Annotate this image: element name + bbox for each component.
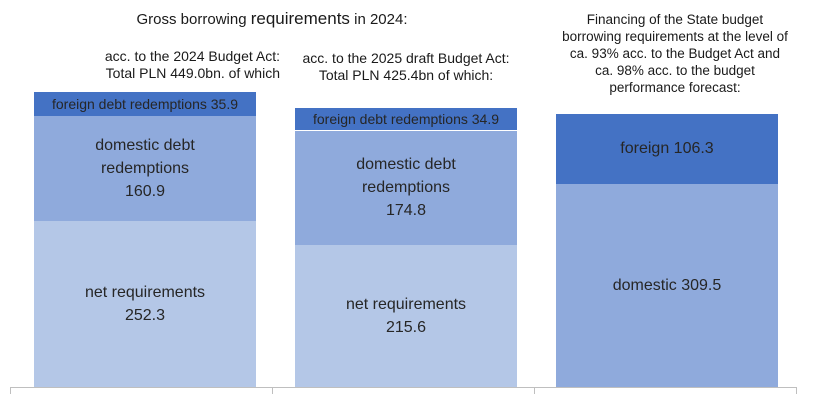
bar-3-segment-domestic: domestic 309.5 [556, 183, 778, 387]
x-axis-tick [10, 387, 11, 394]
bar-2-segment-domestic-debt-redemptions: domestic debt redemptions 174.8 [295, 130, 517, 246]
bar-2-caption-line-2: Total PLN 425.4bn of which: [318, 67, 494, 83]
bar-1-caption: acc. to the 2024 Budget Act: Total PLN 4… [10, 48, 280, 82]
x-axis-tick [796, 387, 797, 394]
bar-2-caption: acc. to the 2025 draft Budget Act: Total… [278, 50, 534, 84]
bar-3-caption-line-2: borrowing requirements at the level of [562, 29, 788, 44]
bar-1-caption-line-1: acc. to the 2024 Budget Act: [104, 48, 280, 64]
x-axis-tick [534, 387, 535, 394]
bar-3-caption-line-5: performance forecast: [609, 80, 741, 95]
title-part-2: requirements [250, 9, 350, 28]
title-part-3: in 2024: [349, 11, 408, 28]
bar-3-caption: Financing of the State budget borrowing … [530, 11, 816, 96]
bar-1-caption-line-2: Total PLN 449.0bn. of which [105, 65, 280, 81]
bar-3-caption-line-3: ca. 93% acc. to the Budget Act and [569, 46, 781, 61]
bar-2-segment-foreign-debt-redemptions: foreign debt redemptions 34.9 [295, 107, 517, 131]
bar-2-segment-net-requirements: net requirements 215.6 [295, 245, 517, 387]
bar-3-segment-foreign: foreign 106.3 [556, 113, 778, 184]
bar-3-caption-line-4: ca. 98% acc. to the budget [595, 63, 755, 78]
bar-1-segment-foreign-debt-redemptions: foreign debt redemptions 35.9 [34, 91, 256, 116]
bar-2-caption-line-1: acc. to the 2025 draft Budget Act: [302, 50, 510, 66]
x-axis-tick [272, 387, 273, 394]
bar-1-segment-net-requirements: net requirements 252.3 [34, 221, 256, 387]
bar-3-caption-line-1: Financing of the State budget [586, 12, 764, 27]
bar-1-segment-domestic-debt-redemptions: domestic debt redemptions 160.9 [34, 115, 256, 222]
chart-title: Gross borrowing requirements in 2024: [0, 10, 544, 29]
x-axis-line [10, 387, 796, 388]
title-part-1: Gross borrowing [136, 11, 251, 28]
